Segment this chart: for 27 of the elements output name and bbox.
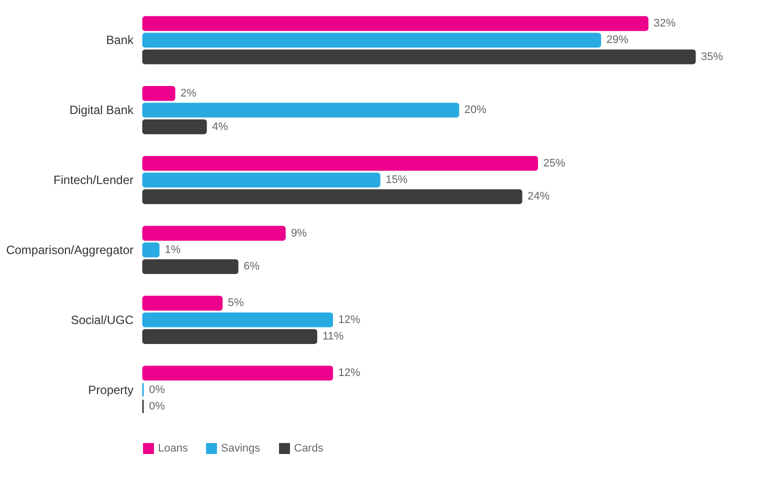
data-label: 20% bbox=[464, 104, 487, 116]
data-label: 11% bbox=[322, 330, 344, 343]
data-label: 9% bbox=[290, 227, 308, 240]
y-tick-label: Fintech/Lender bbox=[53, 173, 134, 188]
data-label: 4% bbox=[212, 120, 228, 133]
y-tick-label: Digital Bank bbox=[69, 103, 134, 118]
data-label: 12% bbox=[338, 367, 360, 380]
data-label: 5% bbox=[228, 297, 244, 310]
y-tick-label: Comparison/Aggregator bbox=[6, 242, 134, 257]
data-label: 32% bbox=[654, 18, 676, 30]
data-label: 29% bbox=[606, 34, 629, 46]
legend-label: Savings bbox=[221, 442, 261, 455]
data-label: 35% bbox=[701, 50, 724, 63]
data-label: 2% bbox=[180, 87, 197, 100]
data-label: 6% bbox=[244, 260, 260, 273]
y-tick-label: Bank bbox=[106, 33, 134, 48]
data-label: 25% bbox=[543, 157, 566, 170]
legend-label: Cards bbox=[294, 442, 324, 455]
data-label: 0% bbox=[149, 384, 166, 396]
data-label: 12% bbox=[338, 314, 360, 326]
y-tick-label: Property bbox=[88, 382, 134, 397]
data-label: 1% bbox=[164, 244, 181, 256]
y-tick-label: Social/UGC bbox=[70, 312, 134, 327]
legend-label: Loans bbox=[158, 442, 188, 455]
data-label: 0% bbox=[149, 400, 166, 412]
data-label: 15% bbox=[386, 174, 408, 186]
data-label: 24% bbox=[528, 190, 550, 203]
